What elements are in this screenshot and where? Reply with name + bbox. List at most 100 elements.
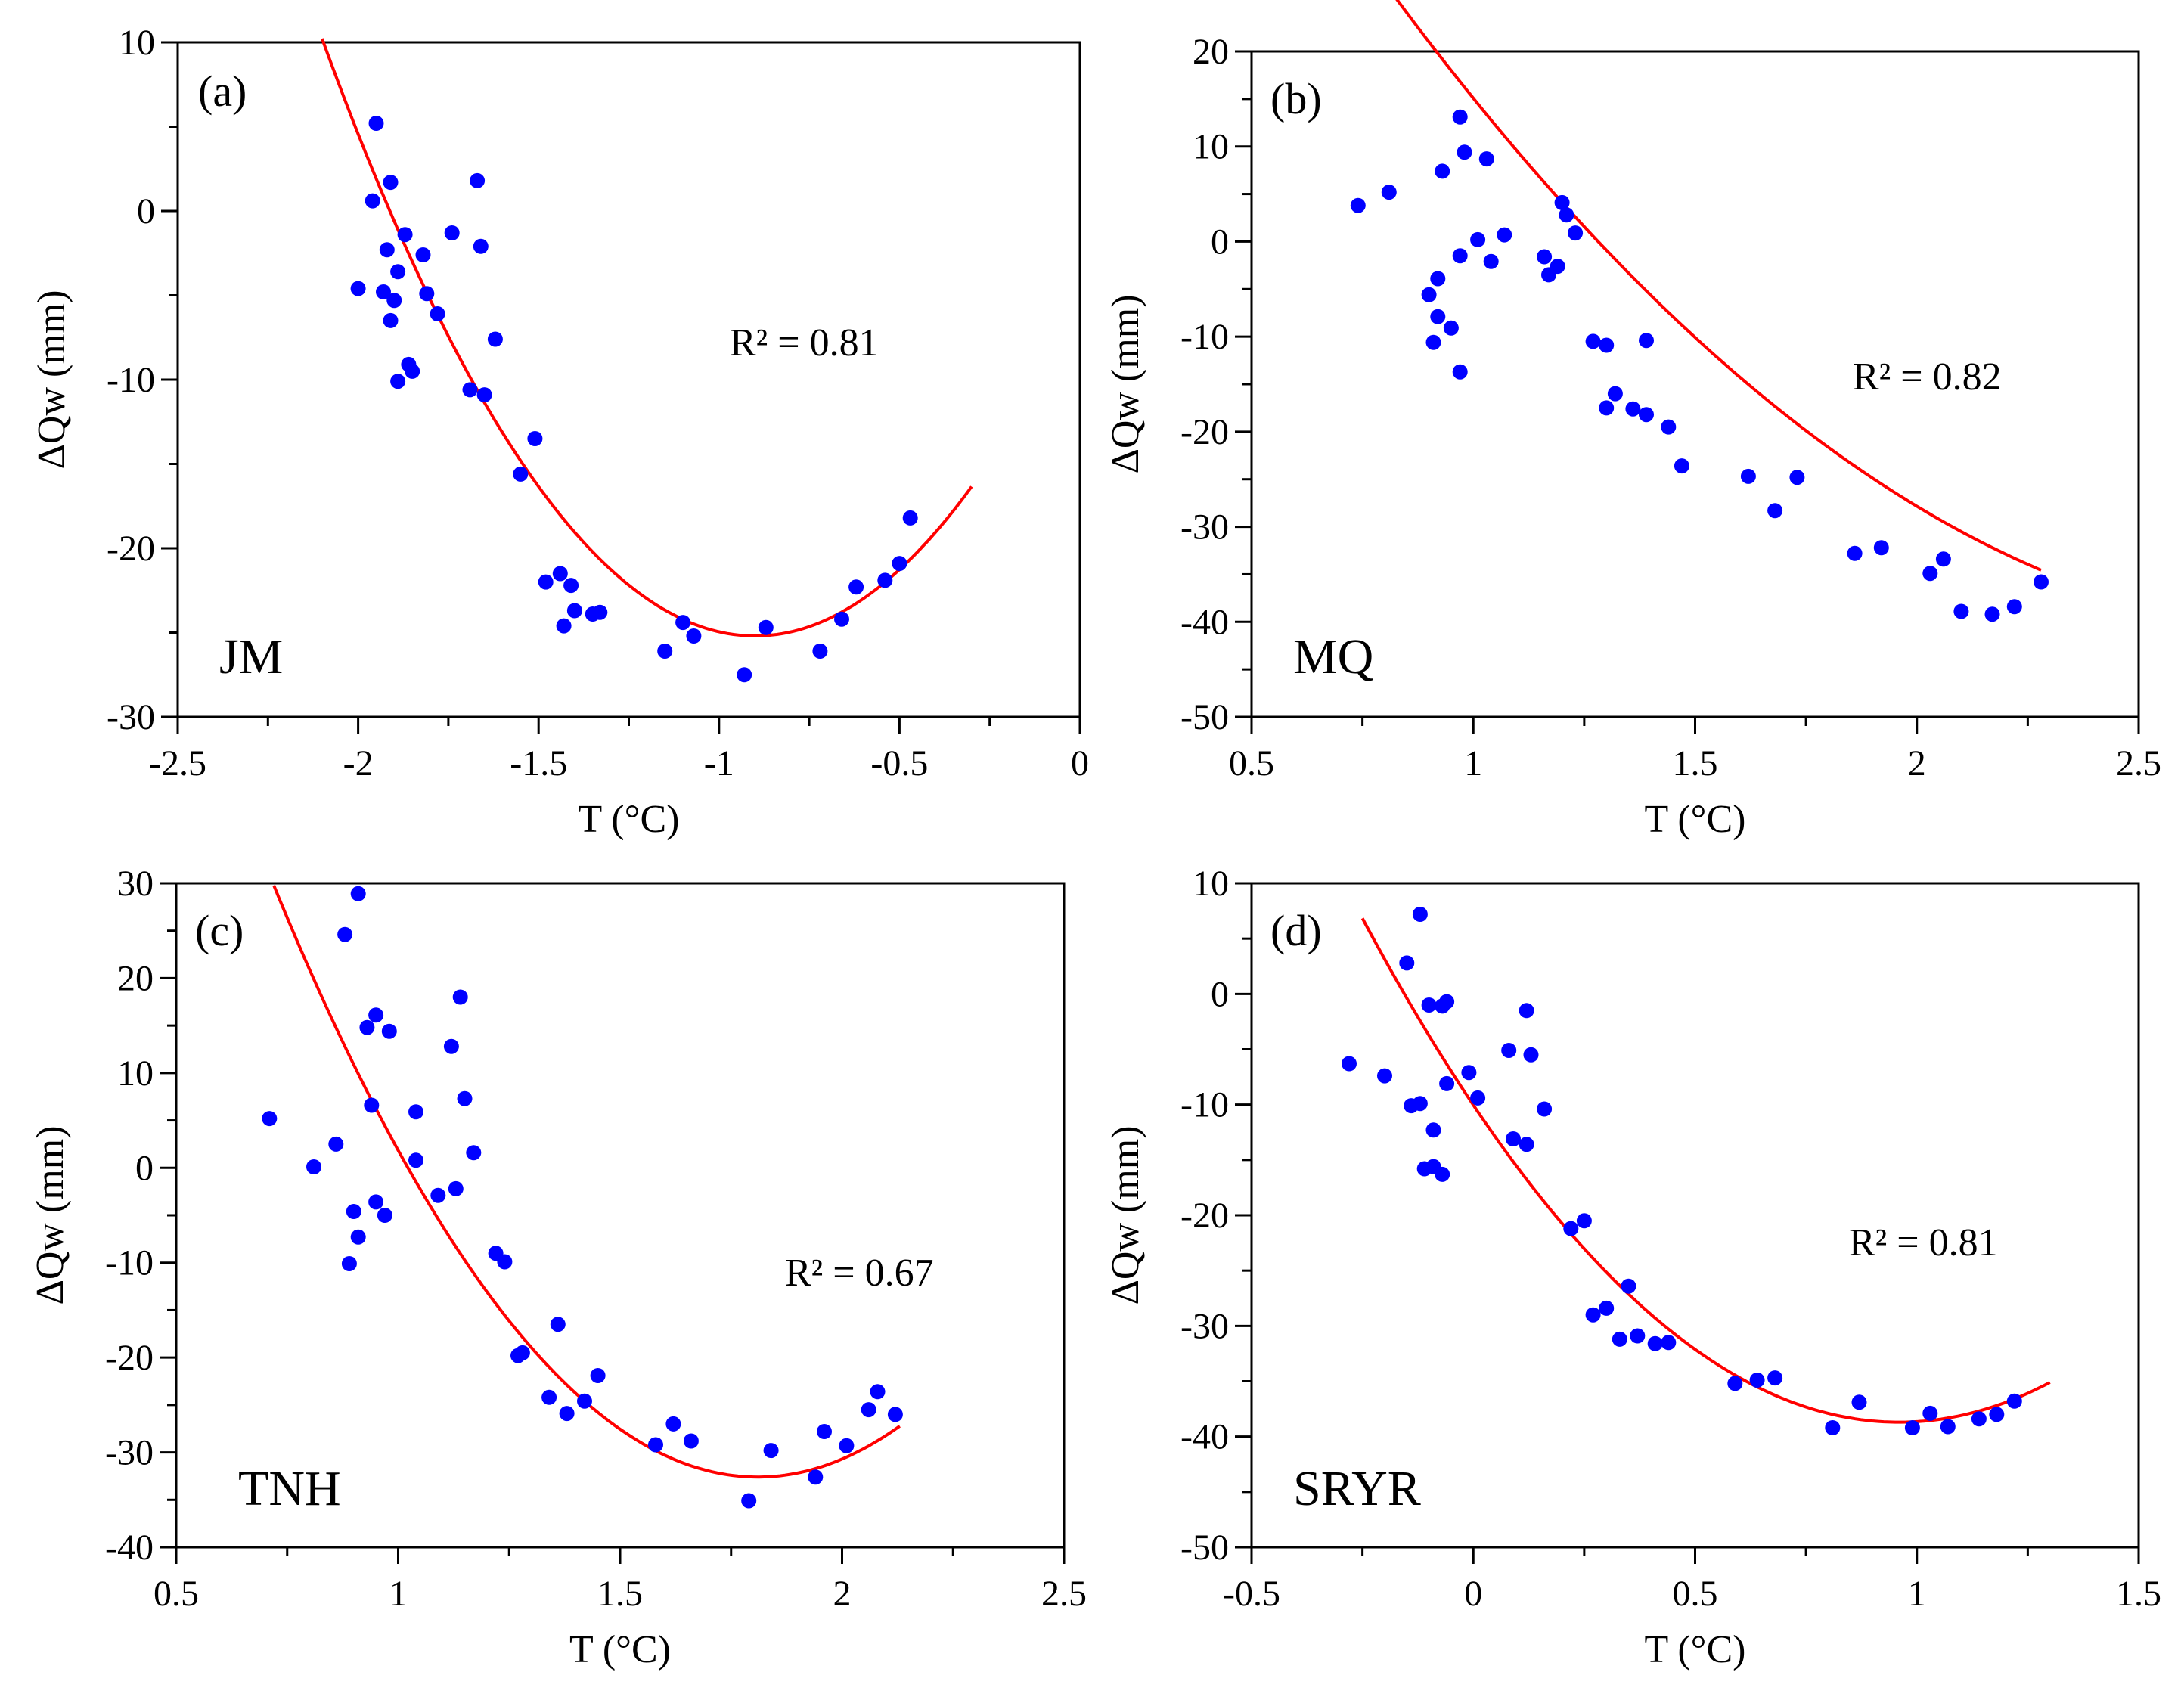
data-point-a xyxy=(365,193,380,209)
data-point-b xyxy=(1452,109,1468,125)
y-tick-label-b: 20 xyxy=(1193,32,1229,72)
data-point-c xyxy=(381,1023,397,1039)
data-point-b xyxy=(1421,287,1437,302)
panel-a: (a) JM R² = 0.81 T (°C) ΔQw (mm) -2.5 -2 -… xyxy=(30,23,1089,841)
y-tick-label-a: 10 xyxy=(119,23,155,63)
data-point-b xyxy=(1639,333,1654,349)
panel-b: (b) MQ R² = 0.82 T (°C) ΔQw (mm) 0.5 1 1.5… xyxy=(1104,0,2161,841)
data-point-b xyxy=(1639,407,1654,423)
y-tick-label-b: -40 xyxy=(1180,602,1229,642)
data-point-d xyxy=(1647,1335,1663,1351)
data-point-d xyxy=(1576,1213,1592,1229)
data-point-d xyxy=(1501,1043,1517,1058)
data-point-d xyxy=(1585,1307,1601,1323)
x-axis-title-b: T (°C) xyxy=(1645,798,1746,841)
data-point-d xyxy=(1727,1376,1743,1391)
data-point-b xyxy=(1452,248,1468,264)
y-tick-label-b: -30 xyxy=(1180,507,1229,548)
data-point-c xyxy=(306,1159,321,1174)
data-point-d xyxy=(1421,997,1437,1013)
data-point-c xyxy=(350,886,366,901)
data-point-a xyxy=(737,667,752,683)
x-tick-label-b: 2.5 xyxy=(2116,743,2161,783)
data-point-d xyxy=(1989,1407,2005,1422)
y-axis-title-c: ΔQw (mm) xyxy=(29,1125,72,1304)
data-point-c xyxy=(559,1406,575,1422)
data-point-c xyxy=(577,1393,592,1409)
data-point-c xyxy=(408,1104,423,1120)
data-point-b xyxy=(1483,253,1499,269)
data-point-d xyxy=(1519,1137,1534,1152)
data-point-c xyxy=(368,1194,384,1210)
data-point-a xyxy=(592,604,608,620)
data-point-c xyxy=(683,1433,699,1449)
data-point-c xyxy=(448,1180,464,1196)
data-point-d xyxy=(1377,1068,1392,1084)
data-point-d xyxy=(1412,907,1428,922)
data-point-b xyxy=(1537,249,1553,265)
data-point-c xyxy=(817,1424,832,1439)
x-tick-label-d: 1 xyxy=(1908,1574,1926,1614)
data-point-c xyxy=(741,1493,757,1509)
y-tick-label-d: -10 xyxy=(1180,1085,1229,1125)
data-point-d xyxy=(1425,1122,1441,1138)
x-tick-label-c: 2.5 xyxy=(1041,1574,1087,1614)
data-point-a xyxy=(390,264,406,280)
data-point-b xyxy=(1935,551,1951,567)
data-point-a xyxy=(877,572,893,588)
data-point-d xyxy=(1922,1405,1938,1421)
data-point-a xyxy=(415,247,431,262)
data-point-d xyxy=(1630,1328,1646,1344)
data-point-b xyxy=(1953,603,1969,619)
y-tick-label-c: -20 xyxy=(105,1338,154,1378)
data-point-d xyxy=(1470,1090,1486,1106)
data-point-b xyxy=(1599,400,1615,416)
y-axis-title-a: ΔQw (mm) xyxy=(30,290,73,469)
plot-frame-d xyxy=(1250,882,2140,1549)
x-tick-label-d: 0 xyxy=(1464,1574,1482,1614)
data-point-d xyxy=(1399,955,1415,971)
data-point-c xyxy=(408,1152,423,1168)
data-point-d xyxy=(1971,1411,1987,1427)
data-point-c xyxy=(430,1187,446,1203)
y-tick-label-a: -10 xyxy=(107,360,155,400)
x-axis-title-c: T (°C) xyxy=(569,1628,671,1671)
data-point-b xyxy=(1625,401,1641,417)
fit-curve-c xyxy=(272,885,901,1479)
data-point-b xyxy=(1350,197,1366,213)
data-point-a xyxy=(848,579,864,595)
y-tick-label-d: -50 xyxy=(1180,1528,1229,1568)
x-tick-label-d: -0.5 xyxy=(1223,1574,1280,1614)
x-tick-label-b: 1 xyxy=(1464,743,1482,783)
data-point-b xyxy=(1922,566,1938,582)
data-point-a xyxy=(556,618,572,634)
data-point-a xyxy=(527,431,543,446)
panel-label-a: (a) xyxy=(198,67,247,116)
data-point-d xyxy=(1537,1101,1553,1117)
y-axis-title-b: ΔQw (mm) xyxy=(1104,294,1147,473)
data-point-b xyxy=(2034,574,2049,590)
x-tick-label-d: 0.5 xyxy=(1673,1574,1718,1614)
data-point-a xyxy=(430,306,445,321)
data-point-b xyxy=(1554,194,1570,210)
data-point-b xyxy=(1497,227,1512,243)
y-tick-label-d: -20 xyxy=(1180,1196,1229,1236)
x-tick-label-c: 0.5 xyxy=(154,1574,199,1614)
data-point-c xyxy=(541,1389,557,1405)
data-point-c xyxy=(443,1038,459,1054)
r2-label-c: R² = 0.67 xyxy=(785,1252,934,1295)
data-point-c xyxy=(452,989,468,1005)
data-point-b xyxy=(1789,470,1805,485)
data-point-b xyxy=(1550,259,1565,275)
data-point-a xyxy=(405,363,420,379)
r2-label-d: R² = 0.81 xyxy=(1849,1221,1998,1264)
y-tick-label-d: -30 xyxy=(1180,1306,1229,1346)
data-point-a xyxy=(444,225,460,240)
panel-label-c: (c) xyxy=(195,906,244,955)
data-point-a xyxy=(657,644,673,659)
data-point-b xyxy=(1435,163,1450,179)
site-label-c: TNH xyxy=(238,1461,341,1516)
data-point-b xyxy=(1478,151,1494,167)
data-point-d xyxy=(1904,1420,1920,1435)
